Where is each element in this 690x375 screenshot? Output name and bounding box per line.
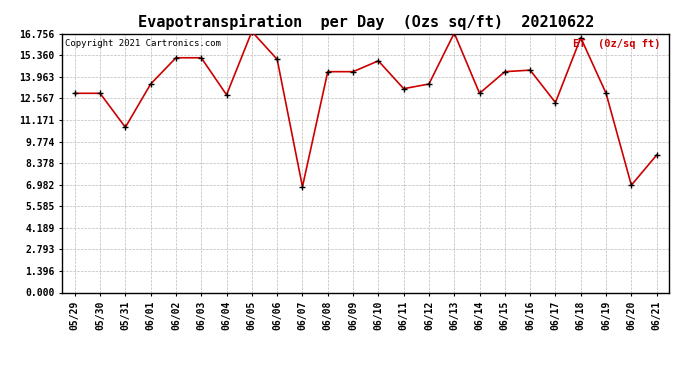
Text: ET  (0z/sq ft): ET (0z/sq ft) (573, 39, 660, 49)
Text: Copyright 2021 Cartronics.com: Copyright 2021 Cartronics.com (65, 39, 221, 48)
Title: Evapotranspiration  per Day  (Ozs sq/ft)  20210622: Evapotranspiration per Day (Ozs sq/ft) 2… (137, 14, 594, 30)
